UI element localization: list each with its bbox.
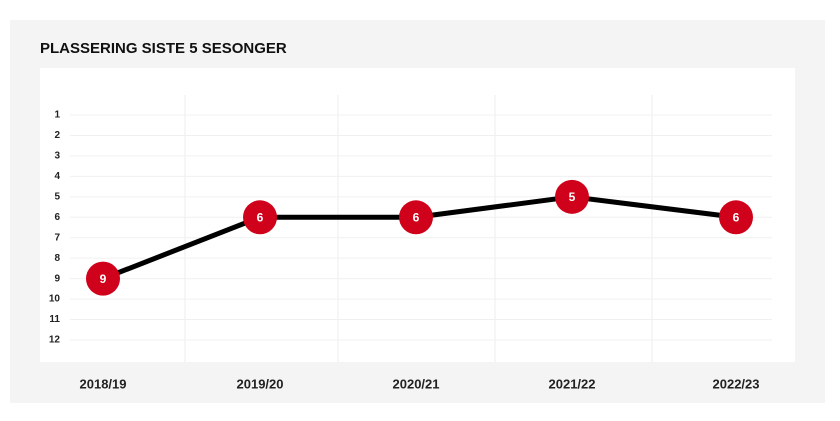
x-tick-label: 2022/23 [713,376,760,391]
value-label: 6 [413,210,420,224]
y-tick-label: 11 [49,314,60,325]
y-tick-label: 9 [54,273,60,284]
value-label: 9 [100,272,107,286]
y-tick-label: 7 [54,232,60,243]
x-tick-label: 2019/20 [237,376,284,391]
x-tick-label: 2021/22 [549,376,596,391]
value-label: 6 [733,210,740,224]
x-tick-label: 2018/19 [80,376,127,391]
x-tick-label: 2020/21 [393,376,440,391]
marker [399,200,433,235]
y-tick-label: 4 [54,171,60,182]
y-tick-label: 3 [54,151,60,162]
y-tick-label: 8 [54,253,60,264]
marker [555,179,589,214]
y-tick-label: 12 [49,335,61,346]
y-tick-label: 2 [54,130,60,141]
value-label: 5 [569,190,576,204]
marker [719,200,753,235]
y-tick-label: 5 [54,191,60,202]
marker [86,261,120,296]
value-label: 6 [257,210,264,224]
marker [243,200,277,235]
y-tick-label: 6 [54,212,60,223]
vertical-grid [184,95,653,362]
y-tick-label: 1 [54,110,60,121]
chart-title: PLASSERING SISTE 5 SESONGER [40,40,287,57]
y-tick-label: 10 [49,294,61,305]
